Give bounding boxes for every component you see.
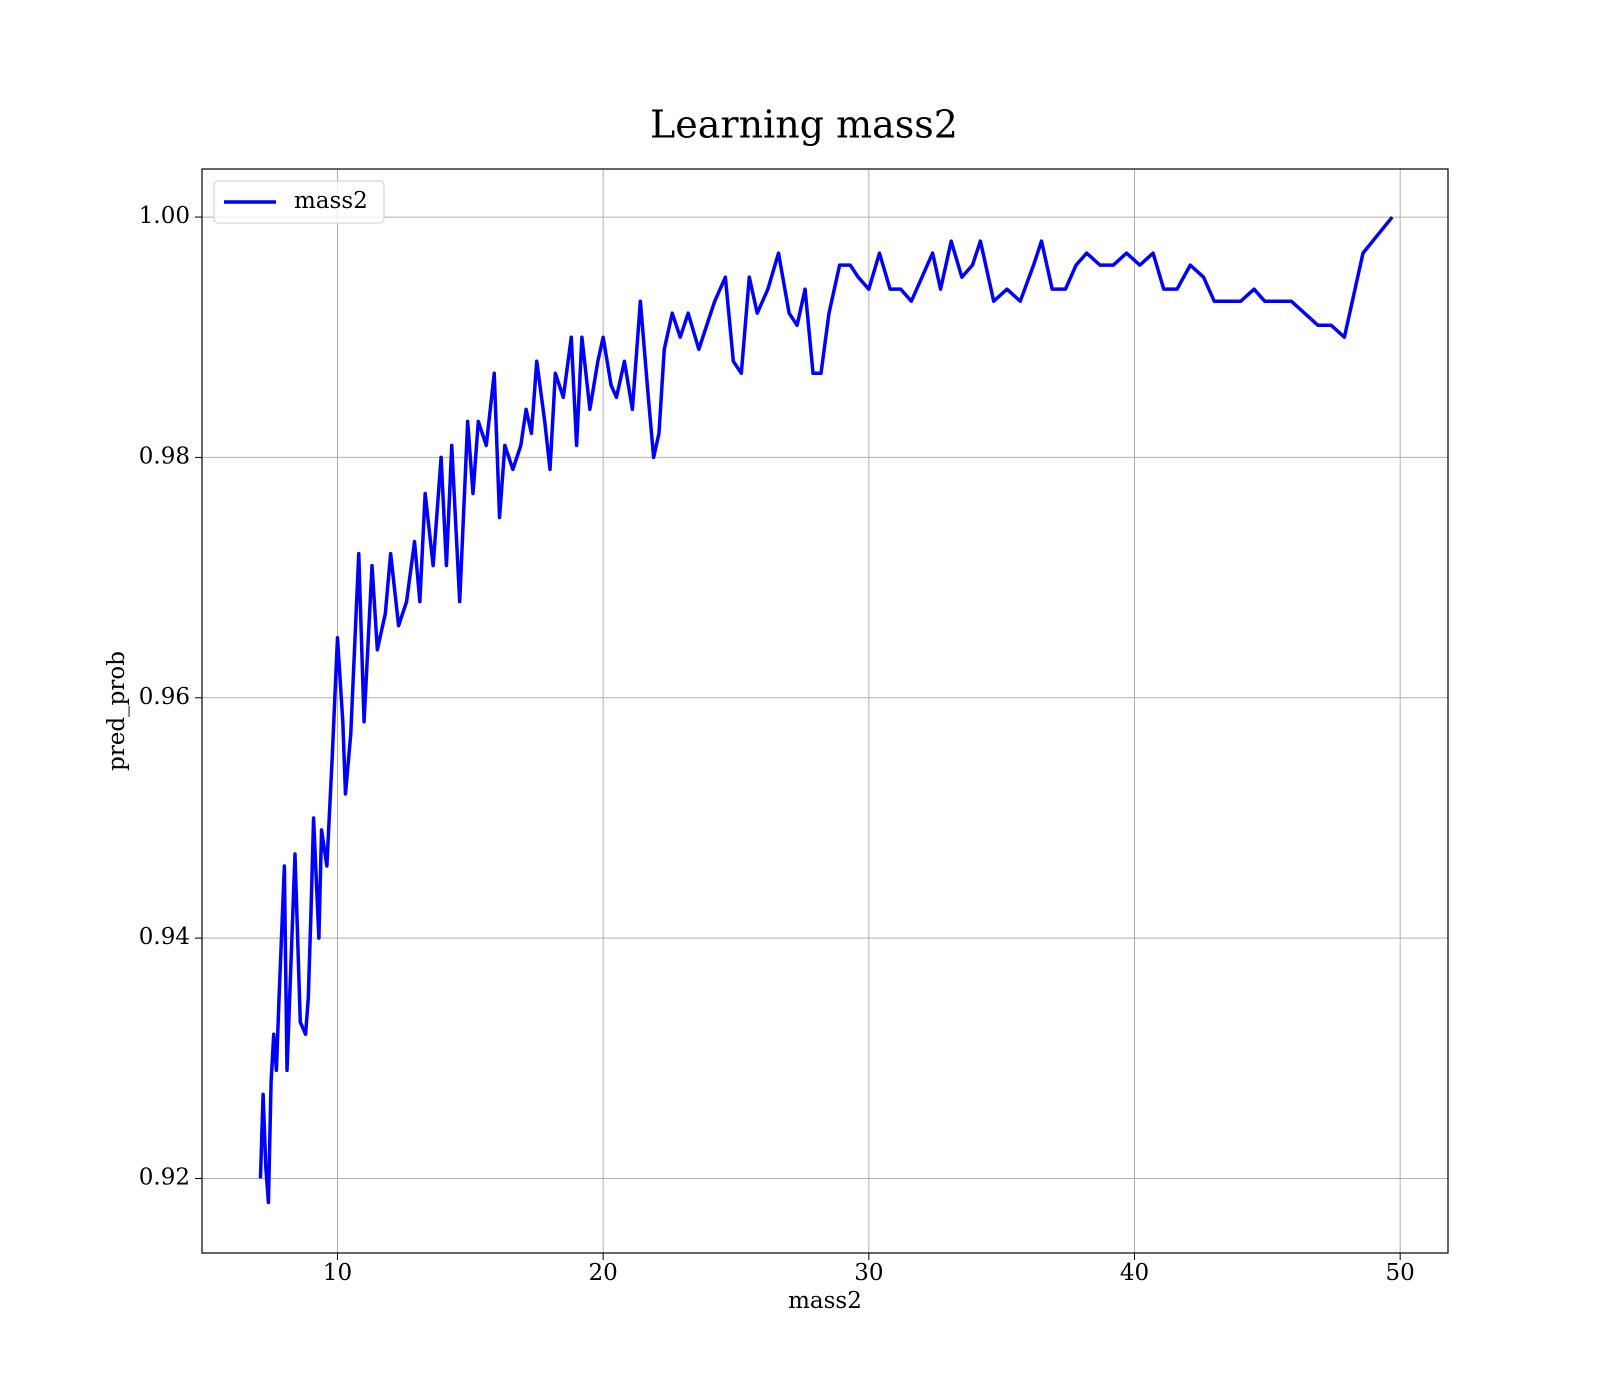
x-tick-label: 50 <box>1386 1260 1415 1286</box>
legend-label: mass2 <box>294 188 368 214</box>
x-tick-label: 40 <box>1120 1260 1149 1286</box>
y-tick-label: 0.92 <box>139 1164 190 1190</box>
chart-title: Learning mass2 <box>650 103 958 147</box>
y-tick-label: 1.00 <box>139 203 190 229</box>
y-axis-label: pred_prob <box>104 651 130 771</box>
x-tick-label: 10 <box>323 1260 352 1286</box>
x-axis-label: mass2 <box>788 1288 862 1314</box>
x-tick-label: 30 <box>854 1260 883 1286</box>
y-tick-label: 0.96 <box>139 684 190 710</box>
plot-frame <box>201 168 1449 1254</box>
x-tick-label: 20 <box>589 1260 618 1286</box>
legend-box <box>213 180 385 224</box>
y-tick-label: 0.94 <box>139 924 190 950</box>
y-tick-label: 0.98 <box>139 443 190 469</box>
data-line <box>258 215 1394 1205</box>
